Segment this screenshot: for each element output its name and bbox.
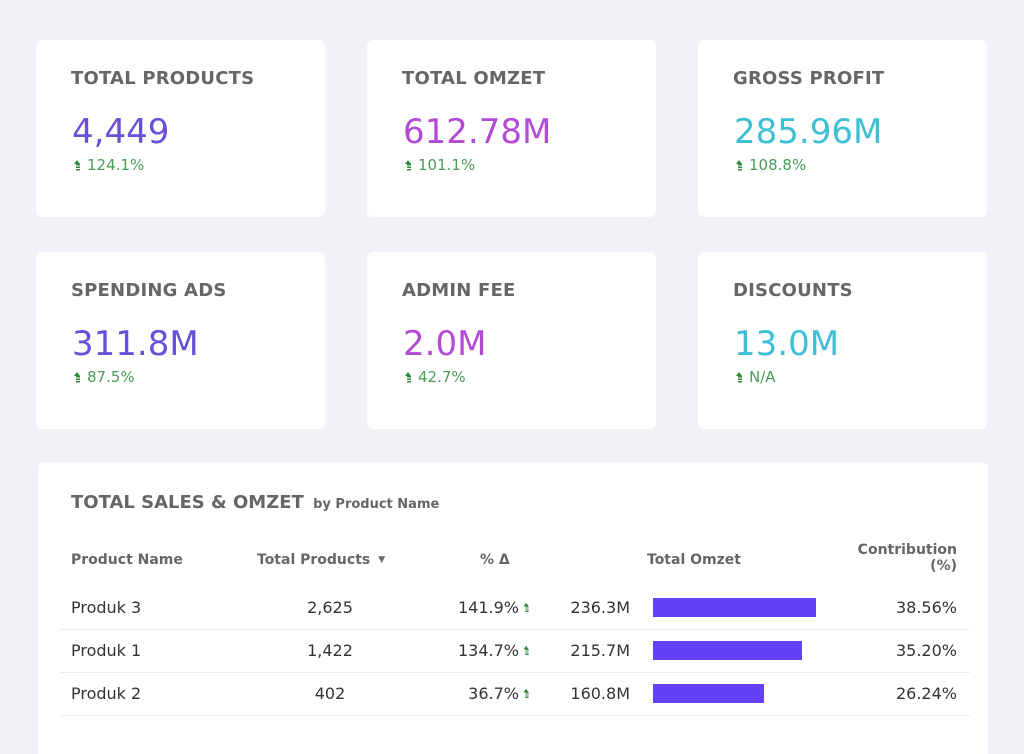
kpi-delta-value: 101.1%	[418, 156, 476, 174]
kpi-delta: 42.7%	[405, 368, 466, 386]
up-arrow-icon	[523, 602, 530, 613]
kpi-title: TOTAL PRODUCTS	[71, 68, 255, 89]
column-header-contribution[interactable]: Contribution (%)	[818, 542, 957, 574]
cell-contribution: 35.20%	[895, 641, 957, 660]
kpi-delta-value: N/A	[749, 368, 776, 386]
kpi-delta-value: 42.7%	[418, 368, 466, 386]
cell-pct-delta: 134.7%	[420, 641, 530, 660]
column-header-label: Total Products	[257, 552, 371, 568]
cell-pct-delta: 141.9%	[420, 598, 530, 617]
kpi-delta-value: 124.1%	[87, 156, 145, 174]
table-row[interactable]: Produk 2 402 36.7% 160.8M 26.24%	[60, 673, 970, 716]
kpi-card-total-products: TOTAL PRODUCTS 4,449 124.1%	[36, 40, 325, 217]
kpi-value: 13.0M	[734, 324, 840, 364]
up-arrow-icon	[74, 159, 81, 171]
column-header-total-omzet[interactable]: Total Omzet	[647, 552, 741, 568]
kpi-delta: 108.8%	[736, 156, 806, 174]
sort-descending-icon[interactable]: ▼	[378, 555, 386, 565]
cell-contribution: 38.56%	[895, 598, 957, 617]
table-row[interactable]: Produk 3 2,625 141.9% 236.3M 38.56%	[60, 587, 970, 630]
table-row[interactable]: Produk 1 1,422 134.7% 215.7M 35.20%	[60, 630, 970, 673]
cell-product-name: Produk 3	[71, 598, 142, 617]
column-header-pct-delta[interactable]: % Δ	[480, 552, 510, 568]
cell-total-products: 402	[314, 684, 346, 703]
kpi-delta-value: 108.8%	[749, 156, 807, 174]
table-title: TOTAL SALES & OMZET by Product Name	[71, 492, 439, 513]
cell-pct-delta-value: 36.7%	[468, 684, 519, 703]
kpi-title: ADMIN FEE	[402, 280, 516, 301]
up-arrow-icon	[523, 688, 530, 699]
cell-pct-delta-value: 141.9%	[457, 598, 519, 617]
kpi-value: 311.8M	[72, 324, 199, 364]
cell-pct-delta: 36.7%	[420, 684, 530, 703]
column-header-label: Product Name	[71, 552, 183, 568]
omzet-bar	[653, 684, 764, 703]
kpi-delta: 87.5%	[74, 368, 135, 386]
kpi-title: GROSS PROFIT	[733, 68, 885, 89]
up-arrow-icon	[736, 371, 743, 383]
cell-product-name: Produk 1	[71, 641, 142, 660]
kpi-card-admin-fee: ADMIN FEE 2.0M 42.7%	[367, 252, 656, 429]
column-header-product-name[interactable]: Product Name	[71, 552, 183, 568]
omzet-bar	[653, 641, 802, 660]
kpi-value: 285.96M	[734, 112, 883, 152]
up-arrow-icon	[523, 645, 530, 656]
up-arrow-icon	[405, 371, 412, 383]
kpi-delta: N/A	[736, 368, 776, 386]
kpi-delta: 101.1%	[405, 156, 475, 174]
kpi-card-total-omzet: TOTAL OMZET 612.78M 101.1%	[367, 40, 656, 217]
sales-omzet-table-card: TOTAL SALES & OMZET by Product Name Prod…	[38, 462, 988, 754]
kpi-value: 2.0M	[403, 324, 487, 364]
kpi-delta: 124.1%	[74, 156, 144, 174]
cell-total-omzet: 160.8M	[570, 684, 630, 703]
kpi-card-gross-profit: GROSS PROFIT 285.96M 108.8%	[698, 40, 987, 217]
kpi-value: 4,449	[72, 112, 170, 152]
up-arrow-icon	[405, 159, 412, 171]
up-arrow-icon	[736, 159, 743, 171]
cell-product-name: Produk 2	[71, 684, 142, 703]
column-header-label: % Δ	[480, 552, 510, 568]
cell-contribution: 26.24%	[895, 684, 957, 703]
kpi-card-discounts: DISCOUNTS 13.0M N/A	[698, 252, 987, 429]
kpi-value: 612.78M	[403, 112, 552, 152]
column-header-label: Total Omzet	[647, 552, 741, 568]
cell-total-products: 1,422	[307, 641, 353, 660]
omzet-bar	[653, 598, 816, 617]
kpi-card-spending-ads: SPENDING ADS 311.8M 87.5%	[36, 252, 325, 429]
column-header-total-products[interactable]: Total Products ▼	[257, 552, 385, 568]
kpi-delta-value: 87.5%	[87, 368, 135, 386]
table-title-subtitle: by Product Name	[313, 497, 440, 512]
table-title-main: TOTAL SALES & OMZET	[71, 492, 304, 513]
up-arrow-icon	[74, 371, 81, 383]
cell-pct-delta-value: 134.7%	[457, 641, 519, 660]
kpi-title: SPENDING ADS	[71, 280, 227, 301]
kpi-title: TOTAL OMZET	[402, 68, 546, 89]
cell-total-omzet: 236.3M	[570, 598, 630, 617]
kpi-title: DISCOUNTS	[733, 280, 853, 301]
cell-total-products: 2,625	[307, 598, 353, 617]
column-header-label-unit: (%)	[930, 558, 957, 574]
cell-total-omzet: 215.7M	[570, 641, 630, 660]
column-header-label: Contribution	[857, 542, 957, 558]
